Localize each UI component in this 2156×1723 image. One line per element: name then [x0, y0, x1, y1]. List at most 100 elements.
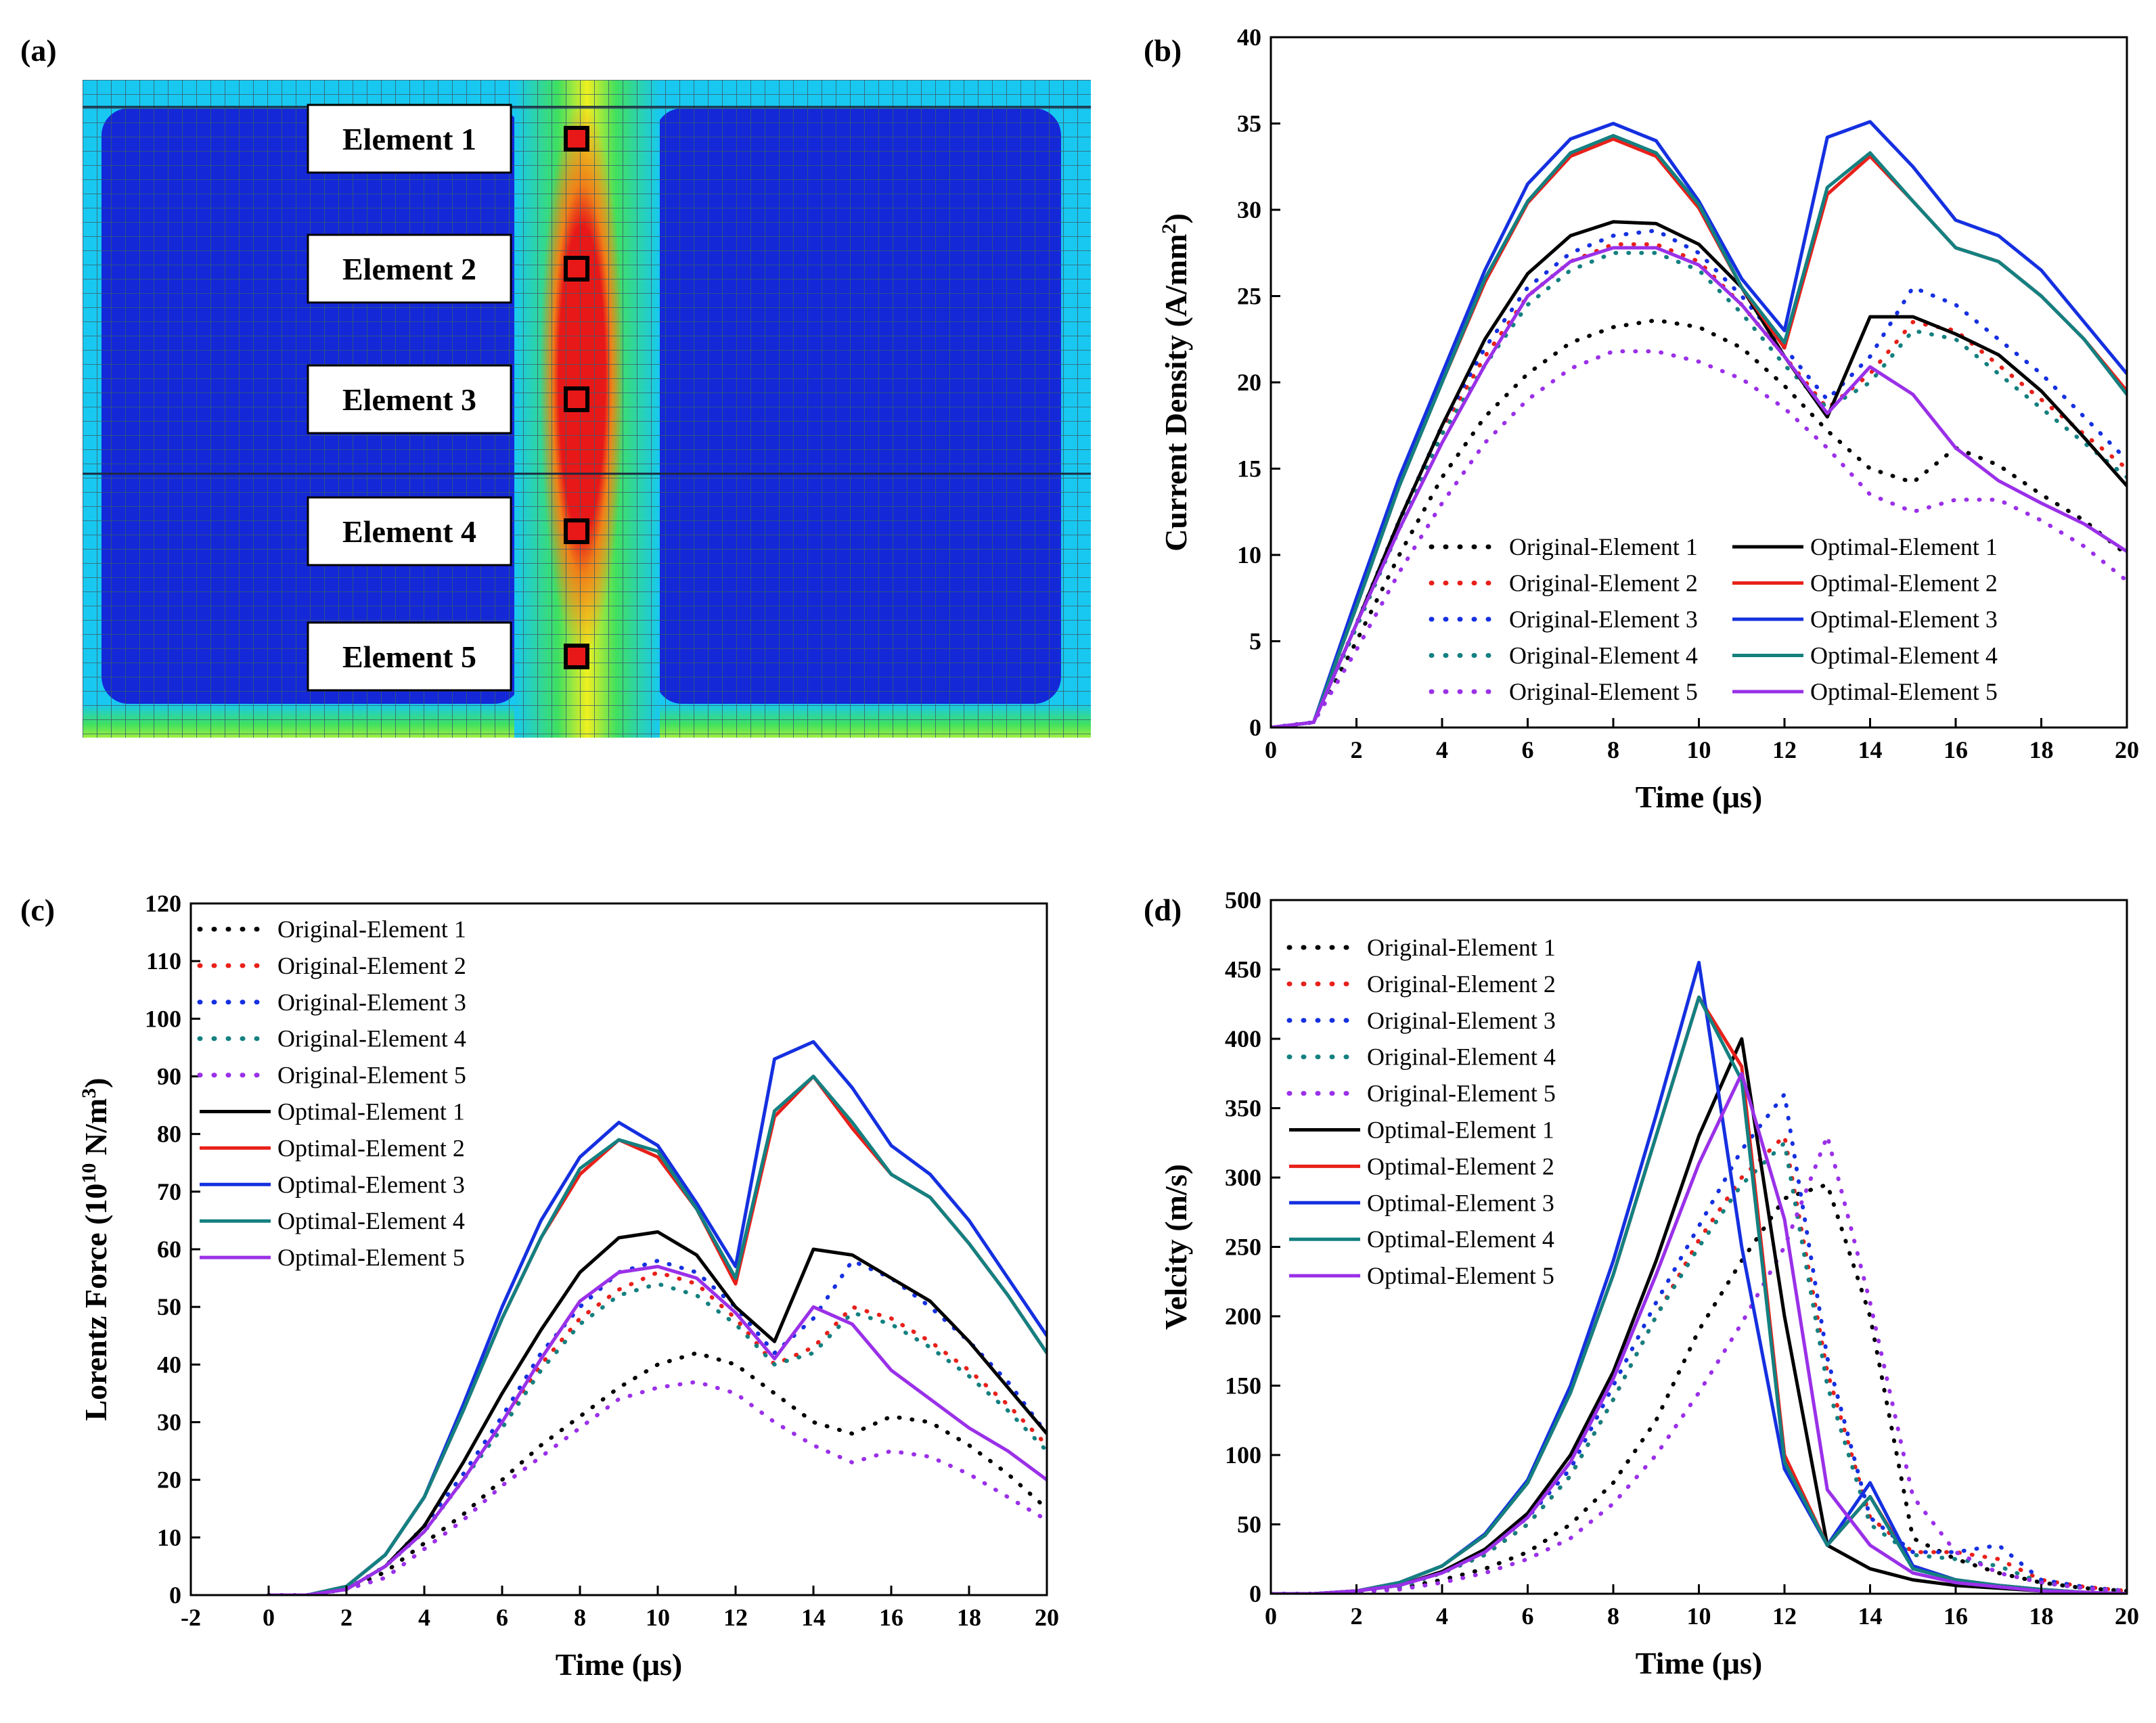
- legend-label: Original-Element 3: [1509, 606, 1698, 633]
- legend-label: Original-Element 3: [1367, 1007, 1556, 1034]
- element-marker: [564, 256, 589, 282]
- element-marker: [564, 386, 589, 412]
- panel-d-velocity: (d)0 2 4 6 8 10 12 14 16 18 2005010015020025030035…: [1144, 887, 2139, 1680]
- x-tick-label: 12: [1772, 1603, 1797, 1630]
- y-tick-label: 500: [1225, 887, 1261, 914]
- x-tick-label: 18: [2029, 736, 2054, 763]
- x-tick-label: 16: [1944, 1603, 1968, 1630]
- x-tick-label: 6: [496, 1604, 508, 1631]
- legend-label: Optimal-Element 3: [277, 1171, 465, 1198]
- x-tick-label: 12: [1772, 736, 1797, 763]
- legend-label: Original-Element 2: [1367, 970, 1556, 998]
- legend-label: Optimal-Element 2: [1367, 1153, 1554, 1180]
- series-line-10: [1271, 1071, 2127, 1594]
- x-tick-label: 16: [879, 1604, 903, 1631]
- x-tick-label: 20: [1035, 1604, 1059, 1631]
- legend-label: Optimal-Element 1: [277, 1098, 465, 1125]
- x-tick-label: 10: [646, 1604, 670, 1631]
- y-tick-label: 30: [1237, 196, 1261, 223]
- y-axis-label: Current Density (A/mm2): [1158, 213, 1194, 552]
- series-line-7: [1271, 137, 2127, 728]
- legend-label: Original-Element 1: [277, 916, 466, 943]
- x-tick-label: 14: [1858, 1603, 1883, 1630]
- series-line-10: [269, 1265, 1047, 1595]
- x-axis-label: Time (μs): [1636, 780, 1762, 814]
- element-label: Element 5: [342, 640, 476, 674]
- series-group: [267, 1039, 1047, 1595]
- legend: Original-Element 1 Original-Element 2 Orig…: [1429, 533, 1998, 705]
- x-tick-label: 0: [1265, 1603, 1277, 1630]
- element-label: Element 4: [342, 514, 476, 549]
- series-line-3: [267, 1259, 1047, 1595]
- plot-frame: [1270, 36, 2128, 729]
- legend-label: Optimal-Element 3: [1810, 606, 1998, 633]
- legend-label: Optimal-Element 5: [277, 1244, 465, 1271]
- legend-label: Original-Element 3: [277, 989, 466, 1016]
- series-line-2: [267, 1270, 1047, 1595]
- series-line-5: [267, 1379, 1047, 1595]
- y-tick-label: 80: [157, 1121, 181, 1148]
- y-tick-label: 350: [1225, 1095, 1261, 1122]
- legend-label: Original-Element 2: [277, 952, 466, 979]
- panel-b-current-density: (b) 0 2 4 6 8 10 12 14 16 18 20 0 5 10 15 20 25 30 35 40 Time…: [1144, 24, 2139, 814]
- element-label: Element 2: [342, 252, 476, 286]
- series-line-6: [269, 1230, 1047, 1595]
- y-tick-label: 5: [1249, 628, 1261, 655]
- legend-label: Original-Element 5: [277, 1062, 466, 1089]
- series-line-1: [1271, 1182, 2127, 1594]
- element-marker: [564, 518, 589, 544]
- x-tick-label: 10: [1687, 736, 1711, 763]
- x-tick-label: 18: [2029, 1603, 2054, 1630]
- y-tick-label: 450: [1225, 956, 1261, 983]
- legend-label: Original-Element 4: [1509, 642, 1698, 669]
- y-tick-label: 70: [157, 1178, 181, 1205]
- legend-label: Optimal-Element 4: [277, 1207, 465, 1234]
- legend-label: Optimal-Element 4: [1810, 642, 1998, 669]
- series-line-9: [269, 1075, 1047, 1595]
- x-tick-label: 20: [2115, 1603, 2139, 1630]
- x-tick-label: 6: [1522, 736, 1534, 763]
- y-tick-label: 10: [1237, 541, 1261, 568]
- x-tick-label: 0: [263, 1604, 275, 1631]
- element-label: Element 3: [342, 382, 476, 417]
- legend-label: Original-Element 5: [1509, 678, 1698, 705]
- x-tick-label: 6: [1522, 1603, 1534, 1630]
- legend-label: Original-Element 1: [1509, 533, 1698, 560]
- legend-label: Original-Element 5: [1367, 1080, 1556, 1107]
- legend-label: Original-Element 2: [1509, 570, 1698, 597]
- legend-label: Original-Element 1: [1367, 934, 1556, 961]
- y-tick-label: 0: [169, 1582, 181, 1609]
- series-line-5: [1271, 1134, 2127, 1594]
- y-tick-label: 15: [1237, 455, 1261, 483]
- element-marker: [564, 126, 589, 152]
- legend: Original-Element 1 Original-Element 2 Orig…: [1286, 934, 1556, 1289]
- series-line-6: [1271, 220, 2127, 728]
- panel-label-b: (b): [1144, 33, 1182, 68]
- x-tick-label: 2: [1351, 736, 1363, 763]
- y-tick-label: 25: [1237, 283, 1261, 310]
- x-tick-label: 14: [801, 1604, 826, 1631]
- element-label-box: [307, 233, 512, 304]
- y-tick-label: 0: [1249, 1580, 1261, 1607]
- x-tick-label: 14: [1858, 736, 1883, 763]
- x-tick-label: 10: [1687, 1603, 1711, 1630]
- y-tick-label: 300: [1225, 1164, 1261, 1191]
- legend-label: Optimal-Element 1: [1810, 533, 1998, 560]
- legend-label: Optimal-Element 1: [1367, 1117, 1554, 1144]
- y-tick-label: 100: [145, 1005, 181, 1032]
- y-tick-label: 20: [1237, 369, 1261, 396]
- element-label-box: [307, 104, 512, 174]
- series-group: [1271, 120, 2127, 728]
- y-tick-label: 50: [157, 1293, 181, 1320]
- y-tick-label: 150: [1225, 1372, 1261, 1400]
- y-tick-label: 40: [1237, 24, 1261, 51]
- panel-c-lorentz-force: (c)-2 0 2 4 6 8 10 12 14 16 18 20010203040506070809…: [20, 890, 1059, 1682]
- legend-label: Optimal-Element 5: [1810, 678, 1998, 705]
- series-line-10: [1271, 246, 2127, 728]
- x-tick-label: 18: [957, 1604, 981, 1631]
- x-tick-label: 8: [574, 1604, 586, 1631]
- panel-label-a: (a): [20, 33, 57, 68]
- series-line-5: [1271, 349, 2127, 728]
- legend-label: Optimal-Element 2: [277, 1134, 465, 1161]
